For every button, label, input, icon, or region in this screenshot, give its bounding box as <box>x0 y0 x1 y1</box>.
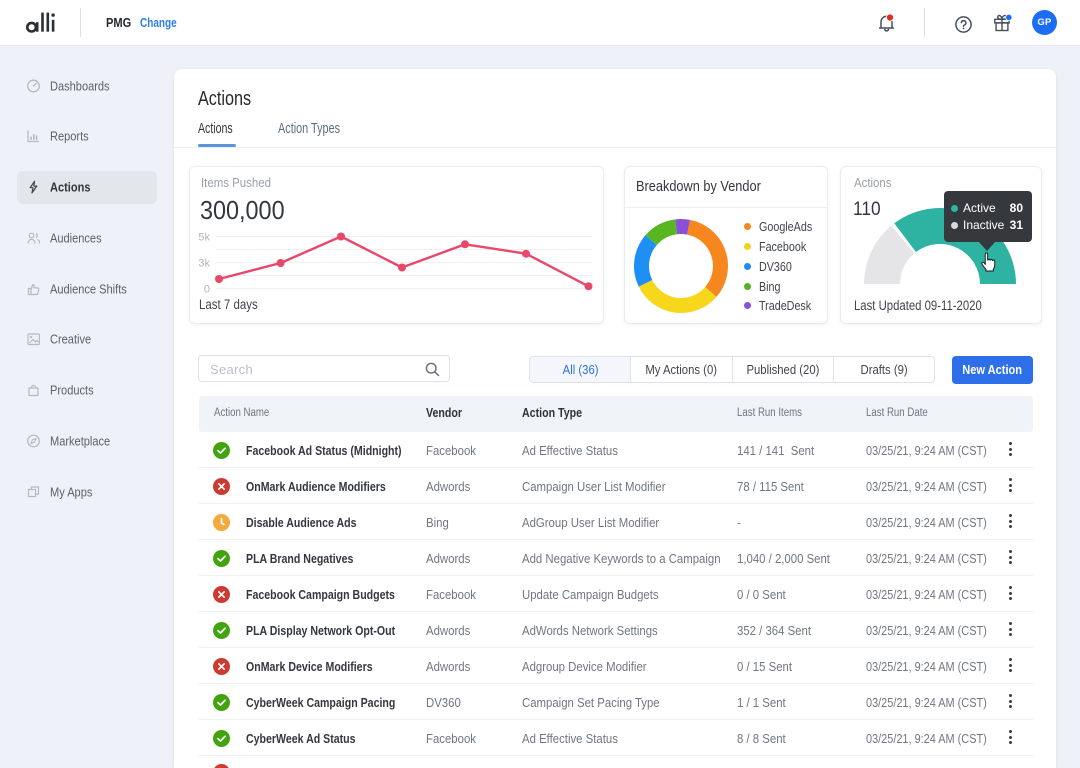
svg-text:5k: 5k <box>198 232 210 244</box>
svg-text:0: 0 <box>204 284 210 295</box>
svg-text:3k: 3k <box>198 258 210 270</box>
